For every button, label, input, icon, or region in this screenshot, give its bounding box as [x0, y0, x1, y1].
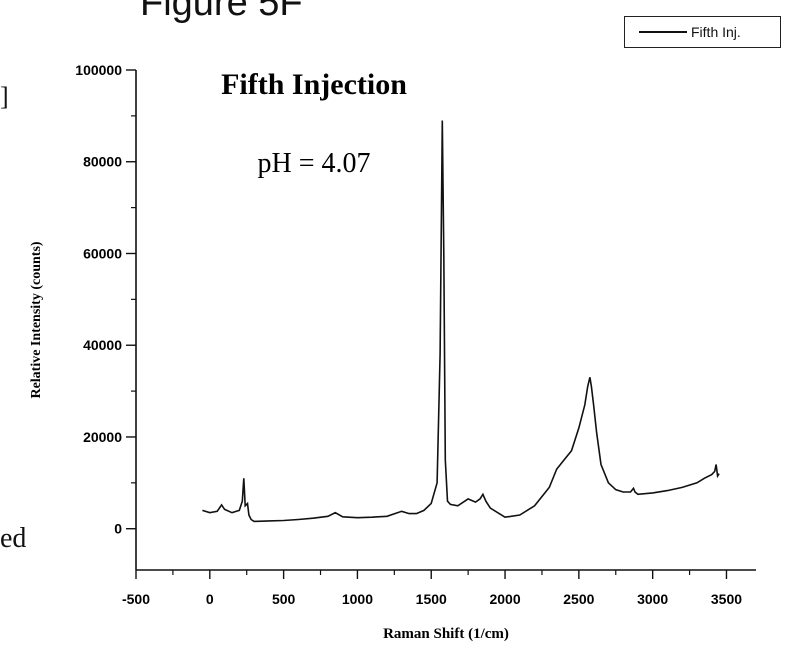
- x-tick-label: 1000: [342, 591, 373, 607]
- x-tick-label: 3000: [637, 591, 668, 607]
- x-axis-label: Raman Shift (1/cm): [383, 626, 509, 642]
- legend-line-swatch: [639, 31, 687, 33]
- y-tick-label: 0: [114, 521, 122, 537]
- legend-entry-label: Fifth Inj.: [691, 24, 741, 40]
- ph-annotation: pH = 4.07: [257, 148, 370, 179]
- y-axis-label: Relative Intensity (counts): [29, 241, 44, 398]
- y-tick-label: 80000: [83, 154, 122, 170]
- y-tick-label: 100000: [75, 62, 122, 78]
- chart-title: Fifth Injection: [221, 68, 407, 101]
- x-tick-label: 0: [206, 591, 214, 607]
- series-line-fifth-inj: [202, 120, 720, 523]
- figure-label: Figure 5F: [140, 0, 303, 24]
- y-tick-label: 60000: [83, 245, 122, 261]
- x-tick-label: 3500: [711, 591, 742, 607]
- y-tick-label: 20000: [83, 429, 122, 445]
- x-tick-label: 500: [272, 591, 296, 607]
- x-tick-label: 1500: [416, 591, 447, 607]
- x-tick-label: 2000: [489, 591, 520, 607]
- y-tick-label: 40000: [83, 337, 122, 353]
- x-tick-label: 2500: [563, 591, 594, 607]
- x-tick-label: -500: [122, 591, 150, 607]
- cropped-margin-glyph: ]: [0, 82, 9, 111]
- cropped-margin-word: ed: [0, 523, 27, 554]
- chart-legend: Fifth Inj.: [624, 16, 781, 48]
